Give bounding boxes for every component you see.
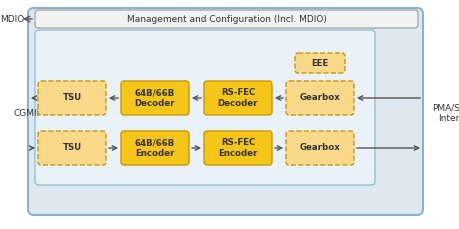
FancyBboxPatch shape <box>285 131 353 165</box>
Text: RS-FEC
Encoder: RS-FEC Encoder <box>218 138 257 158</box>
FancyBboxPatch shape <box>203 81 271 115</box>
Text: CGMII: CGMII <box>14 109 40 117</box>
Text: 64B/66B
Decoder: 64B/66B Decoder <box>134 88 175 108</box>
Text: EEE: EEE <box>311 58 328 68</box>
Text: MDIO: MDIO <box>0 14 24 24</box>
Text: Management and Configuration (Incl. MDIO): Management and Configuration (Incl. MDIO… <box>127 14 326 24</box>
FancyBboxPatch shape <box>28 8 422 215</box>
FancyBboxPatch shape <box>294 53 344 73</box>
FancyBboxPatch shape <box>38 81 106 115</box>
Text: TSU: TSU <box>62 144 81 153</box>
Text: Gearbox: Gearbox <box>299 93 340 103</box>
FancyBboxPatch shape <box>35 30 374 185</box>
FancyBboxPatch shape <box>285 81 353 115</box>
FancyBboxPatch shape <box>121 81 189 115</box>
Text: 64B/66B
Encoder: 64B/66B Encoder <box>134 138 175 158</box>
FancyBboxPatch shape <box>121 131 189 165</box>
FancyBboxPatch shape <box>38 131 106 165</box>
Text: Gearbox: Gearbox <box>299 144 340 153</box>
Text: PMA/Serdes
Interface: PMA/Serdes Interface <box>431 103 459 123</box>
FancyBboxPatch shape <box>203 131 271 165</box>
Text: RS-FEC
Decoder: RS-FEC Decoder <box>217 88 257 108</box>
Text: TSU: TSU <box>62 93 81 103</box>
FancyBboxPatch shape <box>35 10 417 28</box>
